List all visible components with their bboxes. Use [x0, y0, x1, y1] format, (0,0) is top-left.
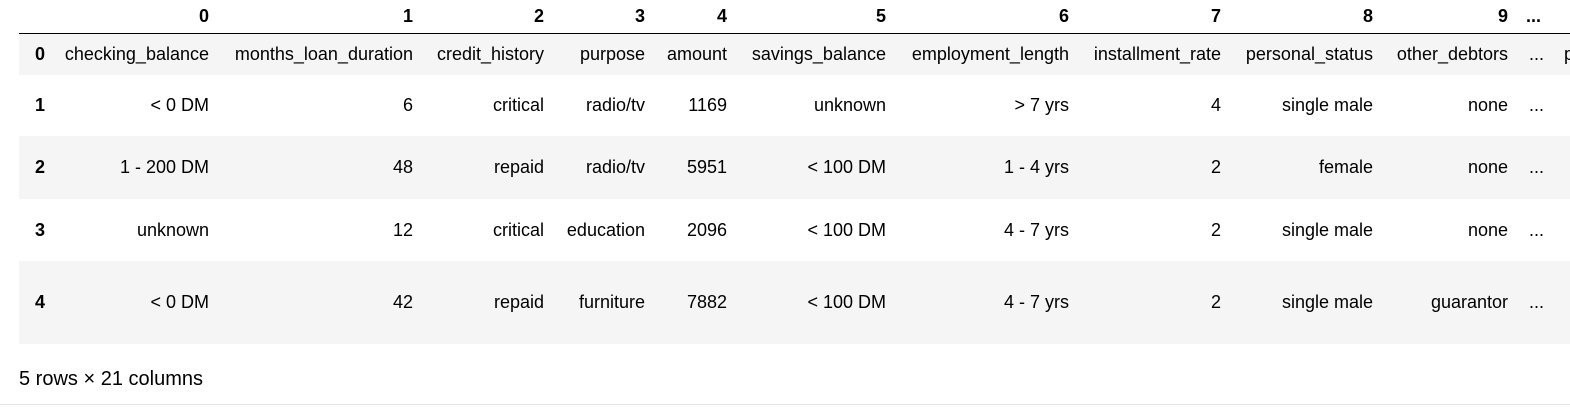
- table-cell-ellipsis: ...: [1528, 157, 1544, 177]
- table-cell: unknown: [136, 219, 209, 240]
- table-cell: unknown: [813, 95, 886, 115]
- table-cell: 1169: [688, 95, 727, 115]
- table-cell: 2: [1210, 292, 1221, 312]
- table-cell: < 0 DM: [150, 95, 209, 115]
- table-cell: [1554, 75, 1570, 136]
- table-cell: female: [1318, 157, 1373, 177]
- table-cell: none: [1467, 219, 1508, 240]
- header-row: 0 1 2 3 4 5 6 7 8 9 ...: [19, 0, 1570, 33]
- column-header: 8: [1362, 5, 1373, 26]
- column-header: 1: [402, 5, 413, 26]
- table-cell: critical: [492, 95, 544, 115]
- table-cell: 4: [1210, 95, 1221, 115]
- table-cell: savings_balance: [751, 43, 886, 64]
- table-cell: single male: [1281, 219, 1373, 240]
- table-cell-ellipsis: ...: [1528, 95, 1544, 115]
- table-cell: 4 - 7 yrs: [1003, 219, 1069, 240]
- row-index: 2: [34, 157, 45, 177]
- column-header: 9: [1497, 5, 1508, 26]
- table-cell: none: [1467, 95, 1508, 115]
- table-row: 3 unknown 12 critical education 2096 < 1…: [19, 199, 1570, 261]
- table-cell: 12: [392, 219, 413, 240]
- table-row: 2 1 - 200 DM 48 repaid radio/tv 5951 < 1…: [19, 136, 1570, 199]
- table-cell: repaid: [493, 292, 544, 312]
- table-cell: [1554, 136, 1570, 199]
- table-cell: 5951: [686, 157, 727, 177]
- table-cell: 2096: [686, 219, 727, 240]
- table-cell: amount: [666, 43, 727, 64]
- table-row: 4 < 0 DM 42 repaid furniture 7882 < 100 …: [19, 261, 1570, 344]
- table-cell: personal_status: [1245, 43, 1373, 64]
- table-cell: < 100 DM: [807, 292, 886, 312]
- table-row: 1 < 0 DM 6 critical radio/tv 1169 unknow…: [19, 75, 1570, 136]
- table-cell: < 0 DM: [150, 292, 209, 312]
- column-header: [1554, 0, 1570, 33]
- column-header: 4: [716, 5, 727, 26]
- table-cell: purpose: [579, 43, 645, 64]
- table-cell: < 100 DM: [807, 219, 886, 240]
- table-cell: radio/tv: [585, 95, 645, 115]
- table-cell: critical: [492, 219, 544, 240]
- table-cell-ellipsis: ...: [1528, 292, 1544, 312]
- dataframe-table: 0 1 2 3 4 5 6 7 8 9 ... 0 checking_balan…: [19, 0, 1570, 344]
- dataframe-shape-text: 5 rows × 21 columns: [19, 368, 203, 390]
- table-cell: [1554, 199, 1570, 261]
- row-index: 0: [34, 43, 45, 64]
- table-cell: [1554, 261, 1570, 344]
- table-cell: education: [566, 219, 645, 240]
- table-cell: 2: [1210, 157, 1221, 177]
- table-cell: 42: [392, 292, 413, 312]
- table-cell: radio/tv: [585, 157, 645, 177]
- table-cell: employment_length: [911, 43, 1069, 64]
- column-header: 0: [198, 5, 209, 26]
- table-cell: checking_balance: [64, 43, 209, 64]
- table-cell: single male: [1281, 95, 1373, 115]
- table-cell: 6: [402, 95, 413, 115]
- row-index: 3: [34, 219, 45, 240]
- table-cell: 7882: [686, 292, 727, 312]
- table-cell: p: [1554, 33, 1570, 75]
- column-header-ellipsis: ...: [1526, 5, 1542, 26]
- table-cell: 4 - 7 yrs: [1003, 292, 1069, 312]
- table-cell: 48: [392, 157, 413, 177]
- row-index: 4: [34, 292, 45, 312]
- table-row: 0 checking_balance months_loan_duration …: [19, 33, 1570, 75]
- table-cell: none: [1467, 157, 1508, 177]
- table-cell: 2: [1210, 219, 1221, 240]
- table-cell: furniture: [578, 292, 645, 312]
- row-index: 1: [34, 95, 45, 115]
- dataframe-output: 0 1 2 3 4 5 6 7 8 9 ... 0 checking_balan…: [19, 0, 1570, 344]
- table-cell: 1 - 200 DM: [119, 157, 209, 177]
- column-header: 2: [533, 5, 544, 26]
- table-cell-ellipsis: ...: [1528, 219, 1544, 240]
- table-cell: credit_history: [436, 43, 544, 64]
- table-cell: single male: [1281, 292, 1373, 312]
- column-header: 5: [875, 5, 886, 26]
- table-cell: repaid: [493, 157, 544, 177]
- table-cell: guarantor: [1430, 292, 1508, 312]
- table-cell-ellipsis: ...: [1528, 43, 1544, 64]
- table-cell: > 7 yrs: [1014, 95, 1069, 115]
- index-header: [19, 0, 49, 33]
- column-header: 3: [634, 5, 645, 26]
- divider: [0, 404, 1570, 405]
- table-cell: months_loan_duration: [234, 43, 413, 64]
- table-cell: 1 - 4 yrs: [1003, 157, 1069, 177]
- table-cell: < 100 DM: [807, 157, 886, 177]
- table-cell: installment_rate: [1093, 43, 1221, 64]
- column-header: 7: [1210, 5, 1221, 26]
- table-cell: other_debtors: [1396, 43, 1508, 64]
- column-header: 6: [1058, 5, 1069, 26]
